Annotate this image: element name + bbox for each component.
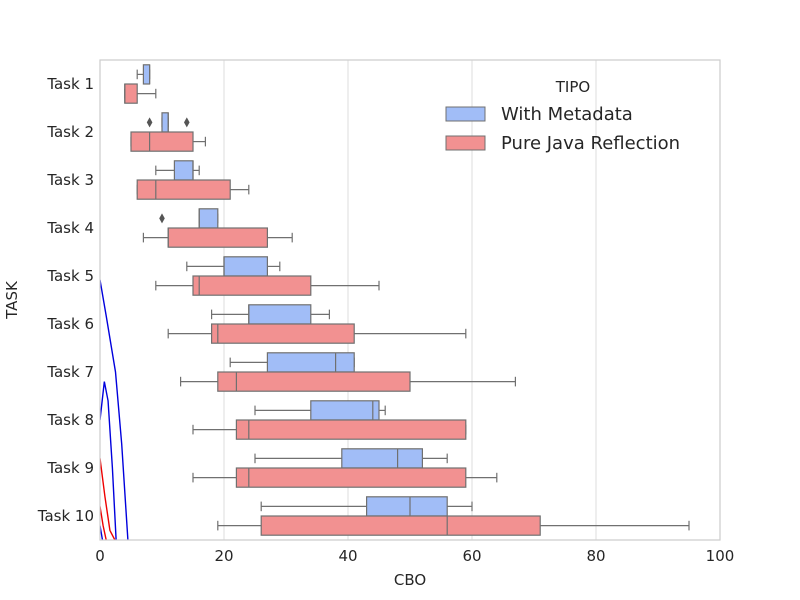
box-body — [341, 448, 423, 469]
outlier-point — [184, 117, 190, 128]
box-0-4 — [186, 256, 281, 277]
box-0-3 — [159, 208, 219, 229]
y-tick-label: Task 2 — [46, 123, 94, 141]
box-0-0 — [136, 64, 151, 85]
y-tick-label: Task 9 — [46, 459, 94, 477]
box-body — [161, 112, 169, 133]
box-1-8 — [192, 467, 498, 488]
x-tick-label: 80 — [586, 547, 605, 565]
box-0-6 — [229, 352, 355, 373]
legend-title: TIPO — [555, 78, 590, 96]
box-body — [198, 208, 219, 229]
x-axis-label: CBO — [394, 571, 426, 589]
legend-label: With Metadata — [501, 104, 633, 125]
box-body — [173, 160, 194, 181]
box-body — [192, 275, 312, 296]
box-1-0 — [124, 83, 157, 104]
box-0-1 — [146, 112, 190, 133]
y-tick-labels: Task 1 Task 2 Task 3 Task 4 Task 5 Task 6 Task… — [37, 75, 94, 525]
y-axis-label: TASK — [3, 280, 21, 320]
box-0-8 — [254, 448, 448, 469]
overlay-line — [100, 279, 129, 540]
box-body — [167, 227, 268, 248]
y-tick-label: Task 8 — [46, 411, 94, 429]
x-tick-label: 40 — [338, 547, 357, 565]
box-body — [211, 323, 355, 344]
box-1-4 — [155, 275, 380, 296]
box-0-5 — [211, 304, 330, 325]
box-1-5 — [167, 323, 467, 344]
box-body — [124, 83, 138, 104]
box-1-7 — [192, 419, 467, 440]
box-body — [223, 256, 269, 277]
outlier-point — [146, 117, 153, 128]
box-body — [136, 179, 231, 200]
box-0-7 — [254, 400, 386, 421]
box-body — [217, 371, 411, 392]
box-1-2 — [136, 179, 250, 200]
x-tick-label: 20 — [214, 547, 233, 565]
box-body — [235, 467, 467, 488]
y-tick-label: Task 7 — [46, 363, 94, 381]
legend-swatch — [445, 106, 486, 122]
legend: TIPO With Metadata Pure Java Reflection — [445, 78, 680, 154]
overlay-lines — [100, 279, 129, 540]
y-tick-label: Task 6 — [46, 315, 94, 333]
overlay-line — [100, 381, 117, 540]
box-1-6 — [180, 371, 517, 392]
y-tick-label: Task 1 — [46, 75, 94, 93]
overlay-line — [100, 506, 107, 540]
box-body — [260, 515, 541, 536]
box-1-1 — [130, 131, 206, 152]
box-0-2 — [155, 160, 200, 181]
x-tick-label: 60 — [462, 547, 481, 565]
box-0-9 — [260, 496, 473, 517]
y-tick-label: Task 10 — [37, 507, 94, 525]
box-body — [248, 304, 312, 325]
y-tick-label: Task 5 — [46, 267, 94, 285]
box-1-3 — [142, 227, 293, 248]
x-tick-labels: 0 20 40 60 80 100 — [95, 547, 734, 565]
box-body — [366, 496, 448, 517]
box-body — [310, 400, 380, 421]
x-tick-label: 0 — [95, 547, 105, 565]
legend-label: Pure Java Reflection — [501, 133, 680, 154]
box-1-9 — [217, 515, 690, 536]
x-tick-label: 100 — [706, 547, 735, 565]
box-body — [235, 419, 467, 440]
box-body — [142, 64, 151, 85]
boxplots — [124, 64, 690, 536]
box-body — [130, 131, 194, 152]
legend-items: With Metadata Pure Java Reflection — [445, 104, 680, 154]
overlay-line — [100, 458, 116, 540]
y-tick-label: Task 4 — [46, 219, 94, 237]
y-tick-label: Task 3 — [46, 171, 94, 189]
legend-swatch — [445, 135, 486, 151]
outlier-point — [159, 213, 165, 224]
box-body — [266, 352, 355, 373]
plot-frame — [99, 59, 721, 541]
